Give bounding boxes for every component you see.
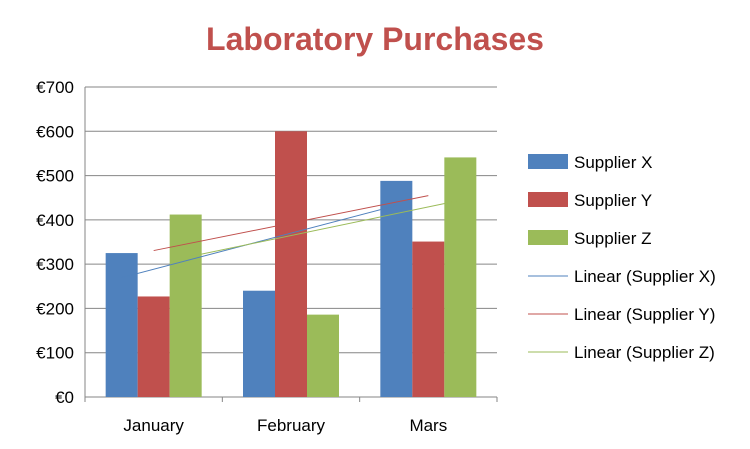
bar xyxy=(105,253,138,397)
legend-label: Supplier Y xyxy=(574,191,652,210)
bar xyxy=(380,180,413,397)
y-tick-label: €300 xyxy=(36,255,74,274)
x-tick-label: Mars xyxy=(409,416,447,435)
legend: Supplier X Supplier Y Supplier Z Linear (Su… xyxy=(528,153,716,362)
y-tick-label: €200 xyxy=(36,299,74,318)
y-tick-label: €700 xyxy=(36,78,74,97)
y-tick-label: €100 xyxy=(36,344,74,363)
y-tick-label: €600 xyxy=(36,122,74,141)
bar xyxy=(137,296,170,397)
legend-label: Linear (Supplier Y) xyxy=(574,305,715,324)
bar xyxy=(275,131,307,398)
trendline xyxy=(121,204,397,279)
y-tick-label: €0 xyxy=(55,388,74,407)
legend-label: Supplier X xyxy=(574,153,652,172)
legend-label: Linear (Supplier Z) xyxy=(574,343,715,362)
legend-label: Linear (Supplier X) xyxy=(574,267,716,286)
legend-swatch xyxy=(528,230,568,245)
bar xyxy=(444,157,477,397)
bar xyxy=(307,314,339,397)
y-tick-label: €500 xyxy=(36,167,74,186)
y-tick-label: €400 xyxy=(36,211,74,230)
trendline xyxy=(153,195,429,252)
trendlines xyxy=(121,195,461,279)
bar xyxy=(412,241,445,397)
bar xyxy=(169,214,202,397)
bar xyxy=(243,290,275,397)
legend-label: Supplier Z xyxy=(574,229,651,248)
trendline xyxy=(185,199,461,258)
legend-swatch xyxy=(528,154,568,169)
x-tick-label: February xyxy=(257,416,326,435)
legend-swatch xyxy=(528,192,568,207)
x-tick-label: January xyxy=(123,416,184,435)
chart-title: Laboratory Purchases xyxy=(206,21,544,57)
bars xyxy=(105,131,477,398)
